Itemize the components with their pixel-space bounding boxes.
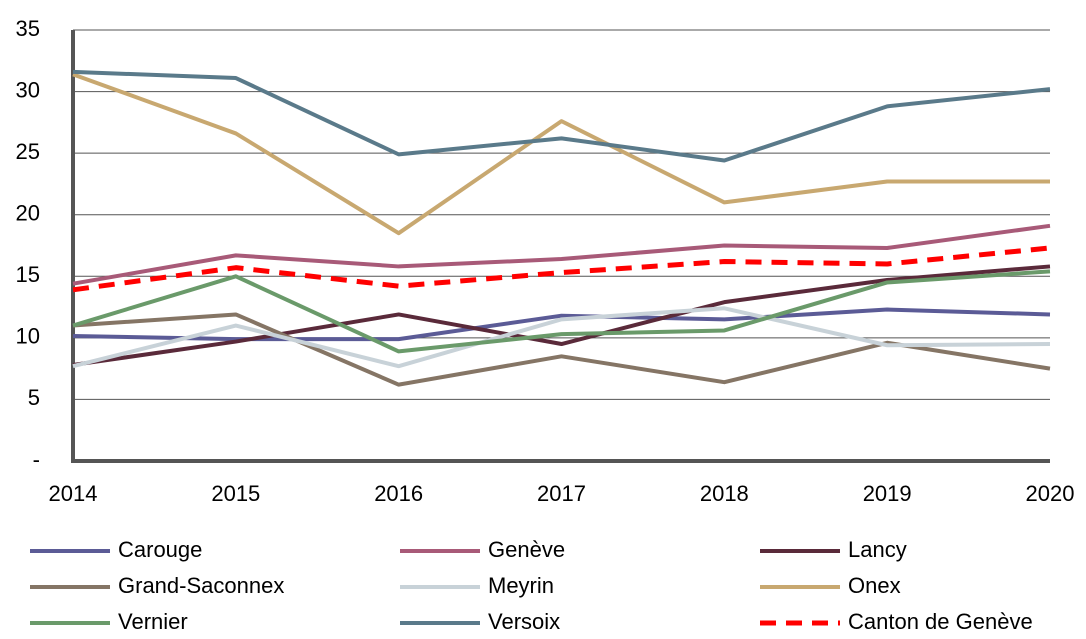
x-tick-label: 2018 [700,481,749,506]
legend-label: Lancy [848,537,907,562]
legend-label: Genève [488,537,565,562]
x-tick-label: 2017 [537,481,586,506]
y-tick-label: 15 [16,262,40,287]
legend-label: Versoix [488,609,560,634]
series-line [72,223,1051,286]
y-tick-label: 20 [16,201,40,226]
series-line [72,306,1051,369]
y-tick-label: 35 [16,16,40,41]
x-tick-label: 2014 [49,481,98,506]
series-line [72,312,1051,387]
legend-label: Carouge [118,537,202,562]
x-tick-label: 2016 [374,481,423,506]
x-tick-label: 2015 [211,481,260,506]
series-line [72,245,1051,293]
y-tick-label: 10 [16,324,40,349]
y-tick-label: - [33,447,40,472]
x-tick-label: 2020 [1026,481,1075,506]
legend-label: Canton de Genève [848,609,1033,634]
y-tick-label: 5 [28,385,40,410]
series-line [72,269,1051,354]
series-line [72,307,1051,342]
x-tick-label: 2019 [863,481,912,506]
y-tick-label: 30 [16,77,40,102]
series-line [72,69,1051,163]
legend-label: Meyrin [488,573,554,598]
legend-label: Grand-Saconnex [118,573,284,598]
legend-label: Vernier [118,609,188,634]
series-line [72,72,1050,236]
legend-label: Onex [848,573,901,598]
series-line [72,264,1051,367]
y-tick-label: 25 [16,139,40,164]
